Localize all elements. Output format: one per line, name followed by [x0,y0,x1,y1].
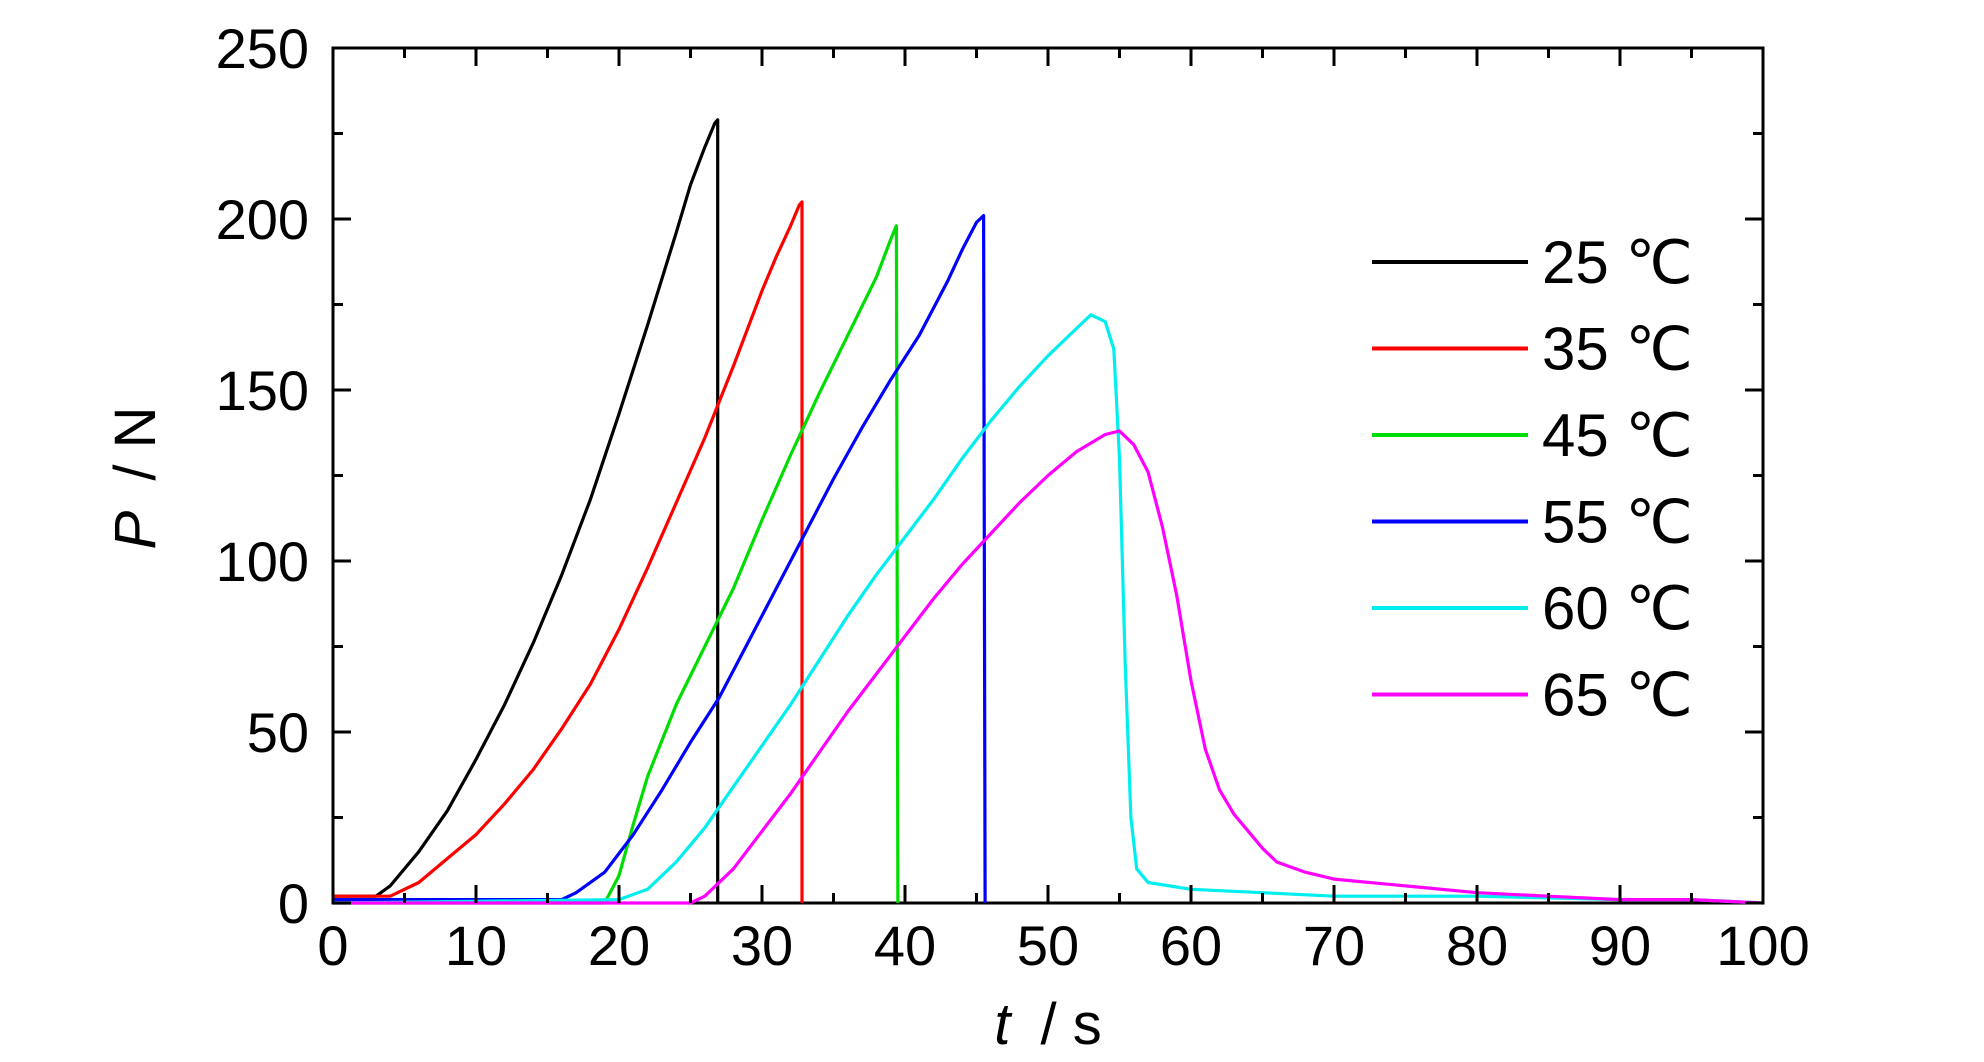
x-tick-label: 10 [445,914,507,977]
series-line-3 [333,224,900,905]
x-tick-label: 100 [1716,914,1809,977]
y-axis: 0 50 100 150 200 250 [216,17,1763,935]
series-line-5 [332,313,1764,905]
x-axis-unit: / s [1041,992,1102,1057]
legend-label-1: 25 ℃ [1542,229,1693,296]
y-tick-label: 200 [216,188,309,251]
x-axis: 0 10 20 30 40 50 60 70 80 90 100 [317,48,1810,977]
y-axis-label: P / N [103,407,168,550]
x-tick-label: 90 [1589,914,1651,977]
y-tick-label: 50 [247,701,309,764]
x-tick-label: 40 [874,914,936,977]
legend-label-6: 65 ℃ [1542,662,1693,729]
legend-label-5: 60 ℃ [1542,575,1693,642]
x-tick-label: 20 [588,914,650,977]
y-axis-unit: / N [103,407,168,481]
y-tick-label: 250 [216,17,309,80]
series-line-1 [333,118,720,903]
x-tick-label: 0 [317,914,348,977]
series-line-6 [333,429,1764,905]
y-tick-label: 100 [216,530,309,593]
x-tick-label: 30 [731,914,793,977]
x-tick-label: 60 [1160,914,1222,977]
y-tick-label: 0 [278,872,309,935]
legend: 25 ℃ 35 ℃ 45 ℃ 55 ℃ 60 ℃ 65 ℃ [1372,229,1693,729]
series-layer [332,118,1764,905]
x-tick-label: 80 [1446,914,1508,977]
x-axis-label: t / s [994,992,1101,1057]
y-tick-label: 150 [216,359,309,422]
x-tick-label: 50 [1017,914,1079,977]
x-tick-label: 70 [1303,914,1365,977]
legend-label-4: 55 ℃ [1542,489,1693,556]
x-axis-variable: t [994,992,1013,1057]
legend-label-2: 35 ℃ [1542,316,1693,383]
legend-label-3: 45 ℃ [1542,402,1693,469]
y-axis-variable: P [103,510,168,549]
series-line-4 [333,214,987,904]
series-line-2 [333,200,804,903]
